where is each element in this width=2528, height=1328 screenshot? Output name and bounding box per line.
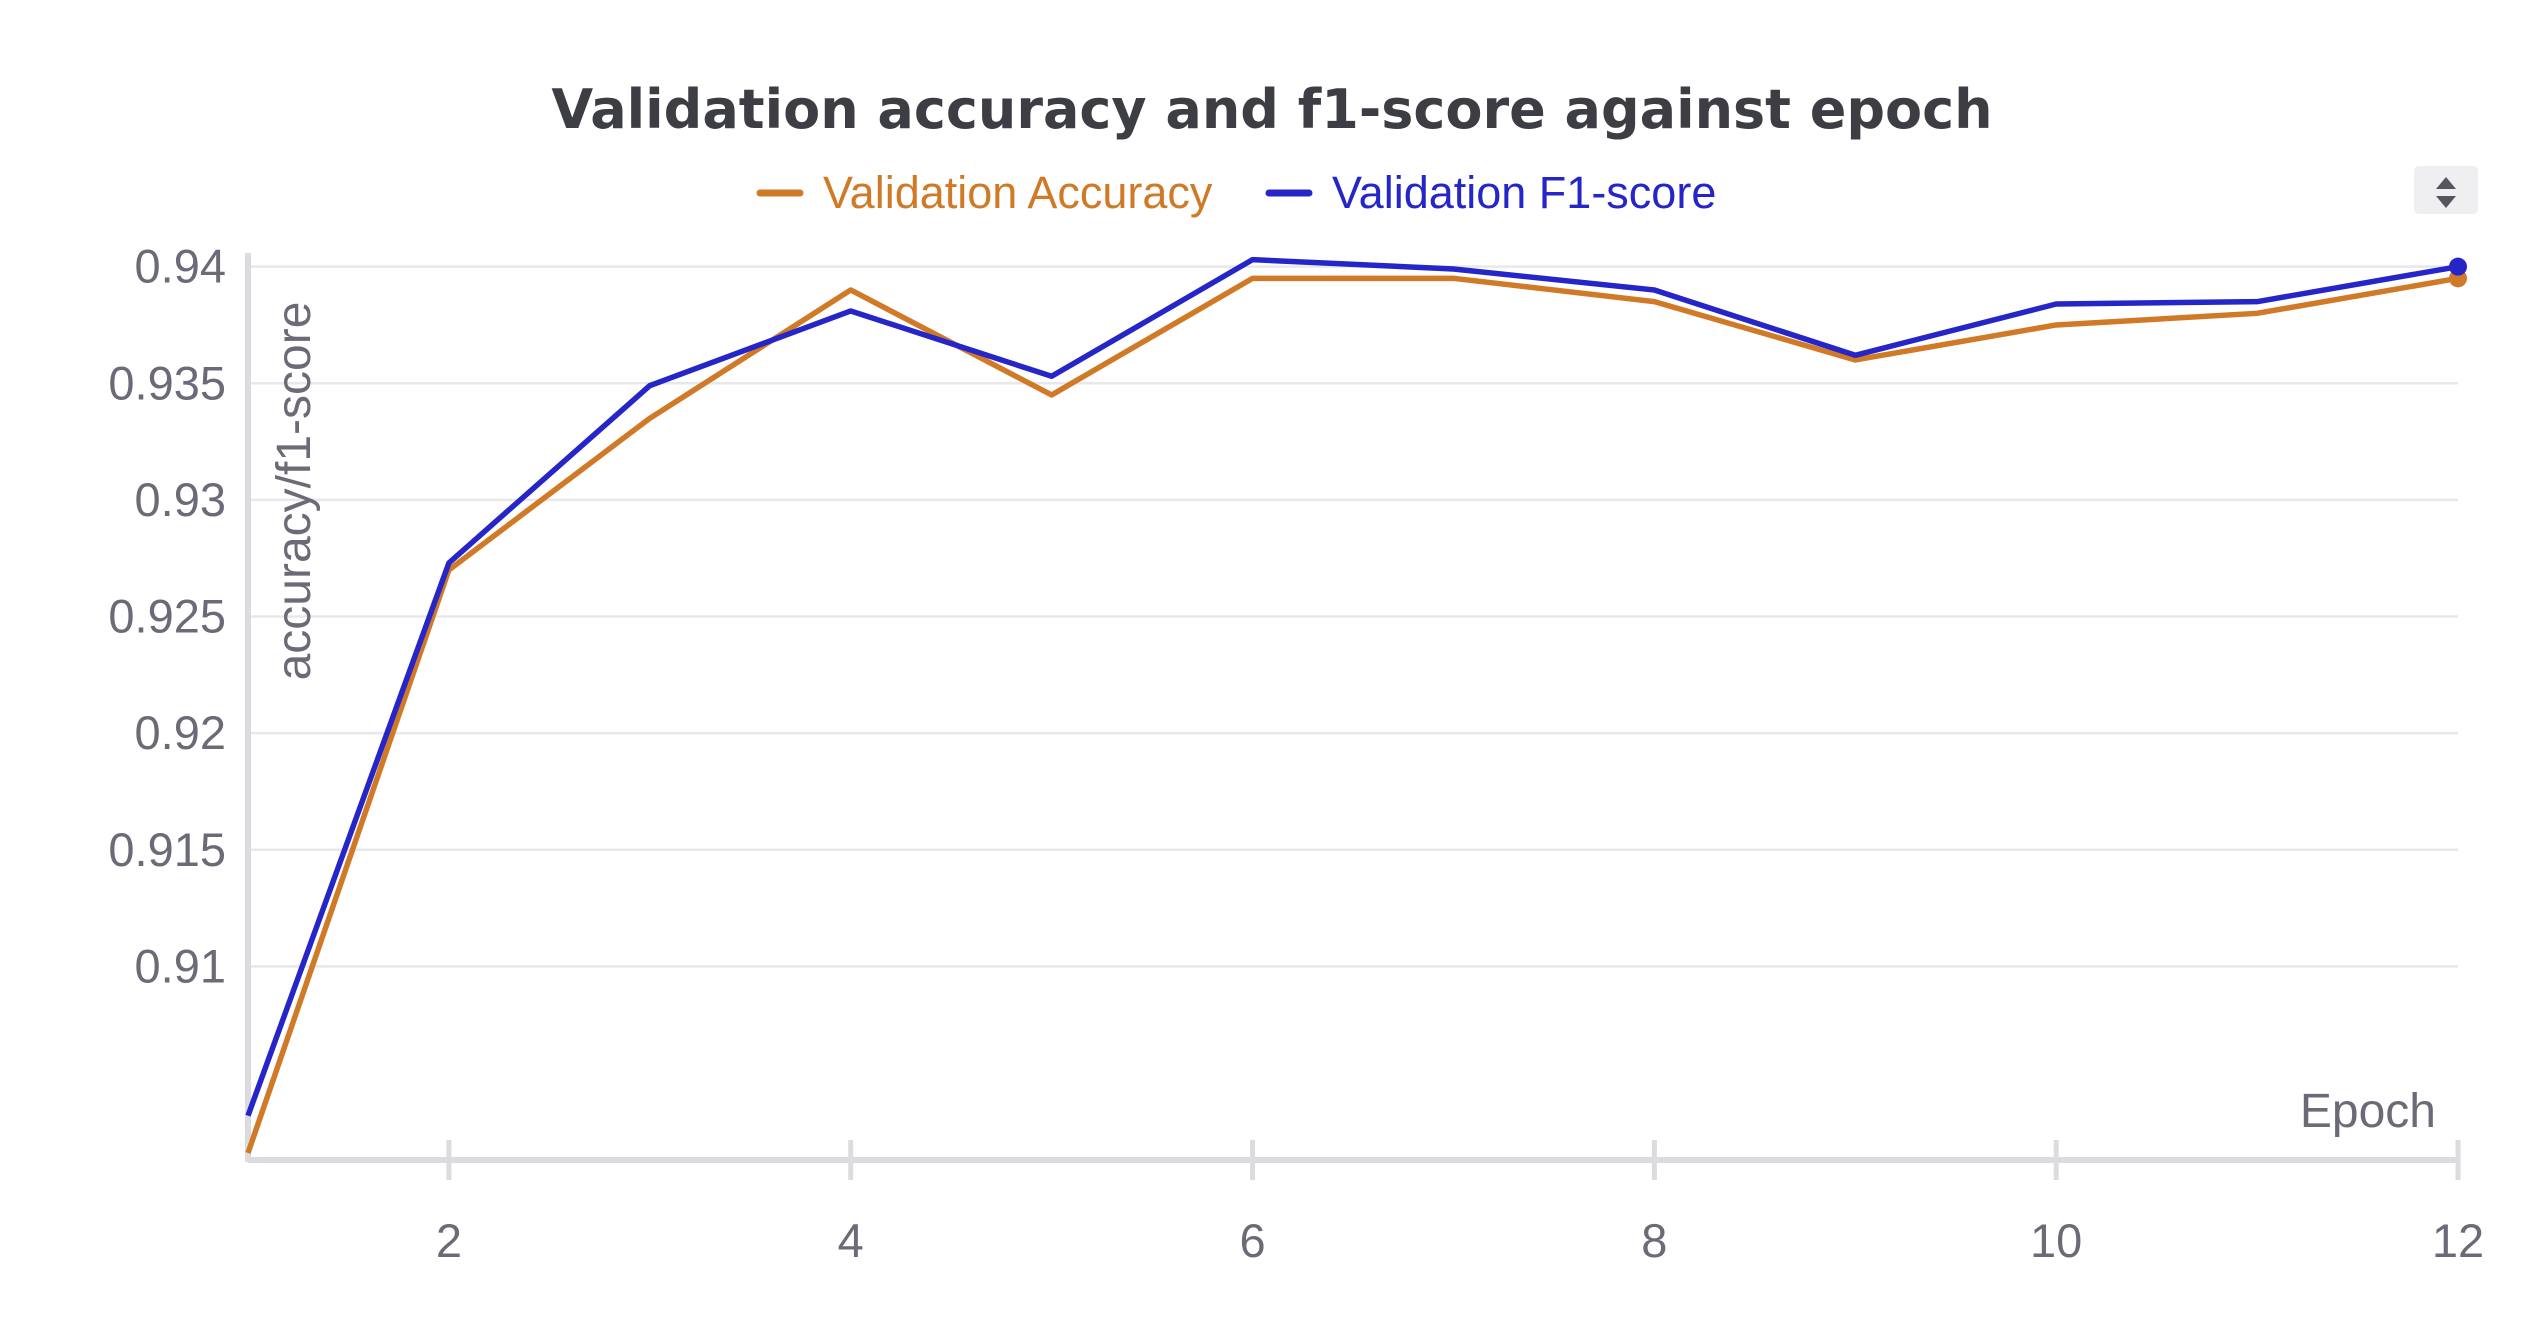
x-axis-label: Epoch — [2300, 1085, 2436, 1138]
series-line-validation-accuracy — [245, 275, 2459, 1154]
y-axis: 0.91 0.915 0.92 0.925 0.93 0.935 0.94 — [108, 240, 251, 1162]
y-tick-label: 0.92 — [135, 706, 226, 759]
x-tick-label: 4 — [838, 1214, 864, 1267]
x-tick-label: 2 — [436, 1214, 462, 1267]
y-tick-label: 0.91 — [135, 939, 226, 992]
y-tick-label: 0.94 — [135, 240, 226, 293]
y-tick-label: 0.925 — [108, 590, 226, 643]
y-tick-label: 0.915 — [108, 823, 226, 876]
series-end-point-validation-f1-score — [2449, 257, 2467, 276]
legend-sort-button[interactable] — [2414, 166, 2478, 214]
x-tick-label: 10 — [2030, 1214, 2082, 1267]
series-group — [245, 256, 2467, 1154]
y-tick-label: 0.93 — [135, 473, 226, 526]
y-axis-label: accuracy/f1-score — [268, 302, 321, 681]
legend: Validation Accuracy Validation F1-score — [756, 167, 1716, 218]
series-line-validation-f1-score — [245, 256, 2459, 1117]
x-tick-label: 8 — [1641, 1214, 1667, 1267]
gridlines — [248, 265, 2458, 968]
legend-item-validation-accuracy[interactable]: Validation Accuracy — [756, 167, 1213, 218]
x-tick-label: 6 — [1239, 1214, 1265, 1267]
chart-title: Validation accuracy and f1-score against… — [551, 78, 1992, 141]
legend-item-validation-f1-score[interactable]: Validation F1-score — [1265, 167, 1716, 218]
sort-arrows-icon — [2436, 177, 2456, 208]
x-tick-label: 12 — [2432, 1214, 2484, 1267]
legend-label: Validation F1-score — [1332, 167, 1716, 218]
legend-label: Validation Accuracy — [823, 167, 1213, 218]
y-tick-label: 0.935 — [108, 356, 226, 409]
x-axis: 2 4 6 8 10 12 — [248, 1140, 2484, 1267]
